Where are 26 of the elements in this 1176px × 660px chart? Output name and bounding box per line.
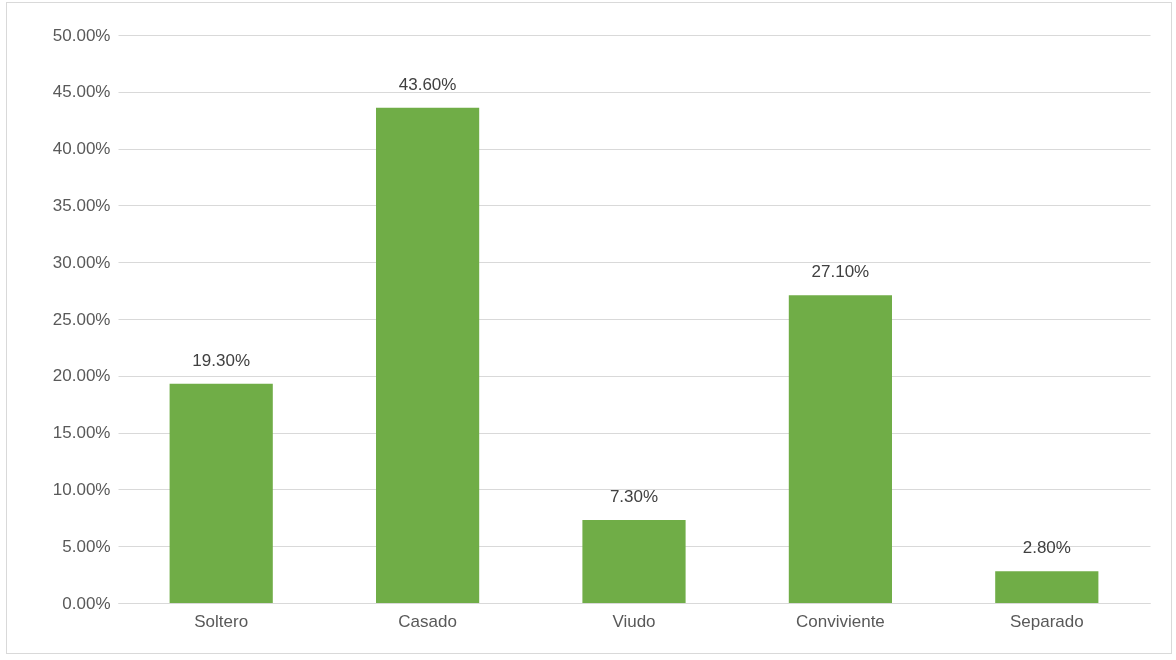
y-tick-label: 5.00% — [62, 536, 111, 556]
x-tick-label: Separado — [1009, 611, 1084, 631]
x-tick-label: Soltero — [194, 611, 249, 631]
data-label: 7.30% — [609, 487, 659, 507]
bar — [376, 107, 480, 603]
x-tick-label: Conviviente — [795, 611, 885, 631]
y-tick-label: 40.00% — [52, 139, 111, 159]
y-tick-label: 50.00% — [52, 25, 111, 45]
bar — [169, 383, 273, 603]
bar — [788, 295, 892, 603]
data-label: 2.80% — [1022, 538, 1071, 558]
bar — [582, 520, 686, 603]
x-tick-label: Viudo — [612, 611, 656, 631]
data-label: 27.10% — [811, 262, 870, 282]
y-tick-label: 30.00% — [52, 252, 111, 272]
x-tick-label: Casado — [398, 611, 457, 631]
y-tick-label: 15.00% — [52, 423, 111, 443]
y-tick-label: 45.00% — [52, 82, 111, 102]
bar — [995, 571, 1099, 603]
y-tick-label: 35.00% — [52, 195, 111, 215]
data-label: 43.60% — [398, 74, 457, 94]
data-label: 19.30% — [192, 350, 251, 370]
y-tick-label: 0.00% — [62, 593, 111, 613]
y-tick-label: 20.00% — [52, 366, 111, 386]
y-tick-label: 10.00% — [52, 479, 111, 499]
y-tick-label: 25.00% — [52, 309, 111, 329]
